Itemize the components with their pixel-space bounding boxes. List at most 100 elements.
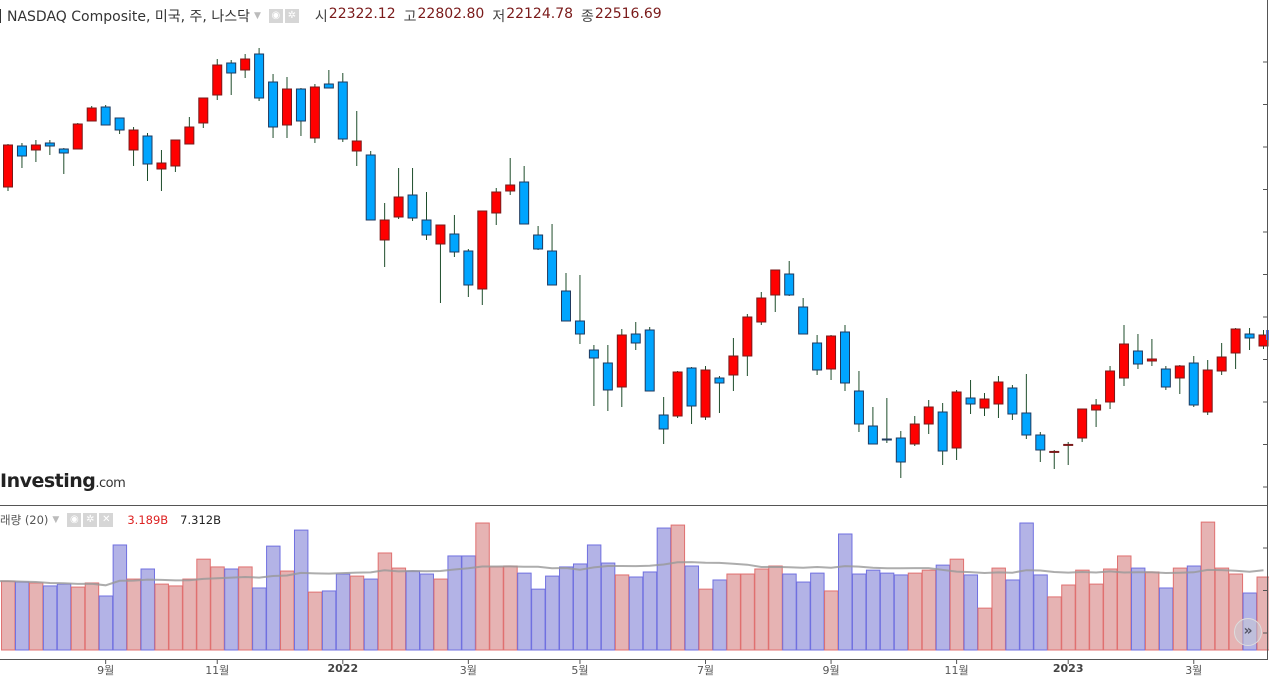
volume-bar	[628, 576, 644, 651]
volume-bar	[126, 578, 142, 651]
candle-up	[672, 371, 683, 417]
volume-bar	[1200, 521, 1216, 651]
volume-bar	[949, 558, 965, 651]
panel-divider[interactable]	[0, 505, 1268, 506]
volume-bar	[140, 568, 155, 651]
candle-up	[1202, 369, 1213, 413]
volume-bar	[614, 574, 630, 651]
volume-bar	[991, 567, 1006, 651]
volume-bar	[280, 570, 295, 651]
dropdown-caret-icon[interactable]: ▼	[52, 515, 60, 525]
candle-up	[1258, 334, 1269, 347]
candle-up	[1216, 356, 1227, 372]
x-tick-label: 9월	[97, 664, 115, 677]
gear-icon[interactable]: ✲	[83, 513, 98, 527]
candle-down	[895, 437, 906, 463]
candle-down	[812, 342, 823, 371]
volume-bar	[838, 533, 853, 651]
candle-down	[867, 425, 878, 445]
candle-down	[533, 234, 544, 250]
candle-up	[86, 107, 97, 122]
volume-bar	[921, 569, 937, 651]
candle-up	[379, 219, 390, 241]
volume-bar	[1117, 555, 1132, 651]
candle-up	[170, 139, 181, 167]
candle-up	[1105, 370, 1116, 403]
volume-bar	[1089, 583, 1104, 651]
candle-up	[1091, 404, 1102, 411]
x-tick-label: 3월	[459, 664, 477, 677]
candle-down	[421, 219, 432, 236]
volume-bar	[1033, 574, 1048, 651]
price-axis[interactable]	[1267, 0, 1268, 660]
close-label: 종	[581, 9, 594, 25]
volume-bar	[56, 583, 72, 651]
candle-down	[407, 194, 418, 219]
logo-suffix: .com	[95, 476, 126, 491]
volume-bar	[1103, 568, 1118, 651]
eye-icon[interactable]: ◉	[268, 9, 283, 23]
candle-up	[351, 140, 362, 152]
volume-bar	[907, 572, 923, 651]
volume-bar	[963, 574, 979, 651]
candle-up	[240, 58, 251, 71]
time-axis[interactable]	[0, 659, 1268, 660]
candle-up	[756, 297, 767, 323]
candle-up	[212, 64, 223, 96]
candle-down	[58, 148, 69, 154]
candle-down	[463, 250, 474, 286]
candle-up	[1049, 450, 1060, 453]
candle-up	[72, 123, 83, 150]
candle-up	[156, 162, 167, 170]
dropdown-caret-icon[interactable]: ▼	[253, 11, 261, 21]
volume-bar	[266, 545, 281, 651]
volume-bar	[461, 555, 476, 651]
candle-down	[114, 117, 125, 131]
instrument-title[interactable]: NASDAQ Composite, 미국, 주, 나스닥	[7, 9, 250, 25]
candle-down	[142, 135, 153, 165]
scroll-to-latest-button[interactable]: »	[1234, 618, 1262, 646]
close-icon[interactable]: ✕	[99, 513, 114, 527]
volume-bar	[405, 570, 421, 651]
investing-logo: Investing.com	[0, 470, 126, 492]
eye-icon[interactable]: ◉	[67, 513, 82, 527]
volume-bar	[224, 568, 239, 651]
candle-down	[100, 106, 111, 126]
candle-down	[784, 273, 795, 296]
candle-up	[1063, 443, 1074, 446]
volume-bar	[475, 522, 490, 651]
volume-bar	[740, 573, 755, 651]
volume-bar	[335, 573, 351, 651]
candle-down	[644, 329, 655, 392]
volume-indicator-label[interactable]: 래량 (20)	[0, 513, 49, 527]
volume-bar	[363, 578, 379, 651]
volume-bar	[1186, 565, 1202, 651]
open-value: 22322.12	[328, 6, 396, 22]
volume-ma-value: 7.312B	[180, 513, 221, 527]
candle-up	[1230, 328, 1241, 354]
volume-bar	[642, 571, 658, 651]
candle-up	[505, 184, 516, 192]
x-tick-label: 9월	[822, 664, 840, 677]
volume-bar	[1214, 567, 1230, 651]
volume-bar	[196, 558, 211, 651]
candle-up	[30, 144, 41, 151]
candle-up	[184, 126, 195, 145]
candle-up	[282, 88, 292, 126]
candle-down	[323, 83, 334, 89]
candle-down	[1007, 387, 1018, 415]
candle-up	[993, 381, 1004, 405]
volume-bar	[879, 572, 895, 651]
volume-bar	[391, 567, 407, 651]
volume-bar	[684, 565, 700, 651]
candle-up	[951, 391, 962, 449]
volume-bar	[1, 580, 16, 651]
candle-up	[491, 191, 502, 214]
volume-bar	[865, 569, 881, 651]
gear-icon[interactable]: ✲	[284, 9, 299, 23]
volume-bar	[1158, 587, 1174, 651]
candle-up	[742, 316, 753, 357]
candle-up	[477, 210, 488, 290]
candle-down	[1021, 412, 1032, 436]
